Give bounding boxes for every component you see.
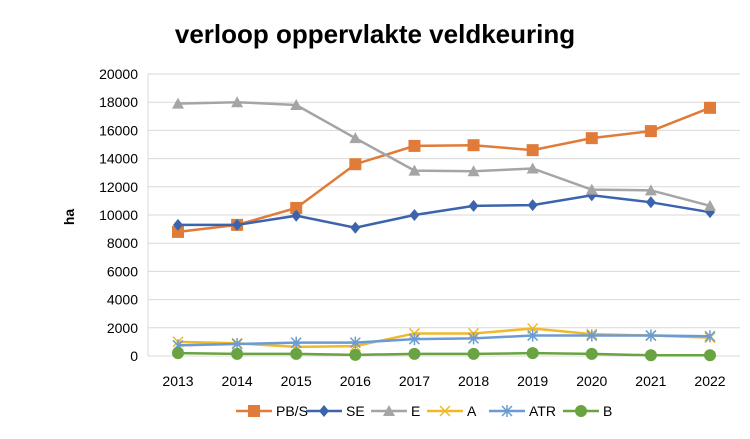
data-point-star: [468, 332, 480, 345]
data-point-square: [172, 225, 184, 238]
x-tick-label: 2019: [517, 373, 548, 389]
legend-item: B: [563, 403, 612, 419]
data-point-square: [248, 405, 260, 417]
x-tick-label: 2021: [635, 373, 666, 389]
legend-label: ATR: [529, 403, 556, 419]
data-point-square: [644, 125, 657, 138]
data-point-circle: [704, 349, 716, 362]
legend-item: PB/S: [236, 403, 308, 419]
data-point-circle: [349, 348, 362, 361]
series-line: [177, 106, 711, 234]
data-point-triangle: [290, 99, 303, 111]
data-point-square: [467, 139, 480, 152]
x-tick-label: 2022: [694, 373, 725, 389]
data-point-diamond: [291, 209, 302, 222]
x-tick-label: 2018: [458, 373, 489, 389]
data-point-star: [586, 329, 598, 342]
x-tick-label: 2017: [399, 373, 430, 389]
data-point-triangle: [172, 97, 184, 109]
y-axis-label: ha: [61, 209, 77, 226]
y-tick-label: 18000: [99, 94, 138, 110]
y-tick-label: 10000: [99, 207, 138, 223]
data-point-square: [290, 201, 303, 214]
data-point-star: [408, 333, 420, 346]
y-tick-label: 14000: [99, 151, 138, 167]
x-tick-label: 2015: [281, 373, 312, 389]
y-tick-label: 2000: [107, 320, 138, 336]
x-tick-label: 2016: [340, 373, 371, 389]
data-point-diamond: [527, 199, 538, 212]
data-point-circle: [172, 347, 184, 360]
y-tick-label: 8000: [107, 235, 138, 251]
data-point-triangle: [349, 132, 362, 144]
data-point-circle: [231, 347, 244, 360]
series-e: [172, 96, 716, 211]
data-point-square: [408, 139, 421, 152]
series-atr: [172, 329, 716, 352]
legend-item: SE: [306, 403, 365, 419]
series-se: [173, 189, 715, 234]
data-point-circle: [408, 347, 421, 360]
data-point-diamond: [468, 199, 479, 212]
legend-item: E: [371, 403, 420, 419]
series-b: [172, 347, 716, 362]
data-point-diamond: [645, 196, 656, 209]
data-point-square: [585, 132, 598, 145]
series-pbs: [172, 101, 716, 238]
data-point-square: [349, 158, 362, 171]
legend-item: A: [427, 403, 477, 419]
series-line: [177, 334, 711, 347]
data-point-triangle: [383, 405, 395, 416]
data-point-star: [349, 336, 361, 349]
x-tick-label: 2013: [162, 373, 193, 389]
y-tick-label: 6000: [107, 263, 138, 279]
data-point-circle: [290, 347, 303, 360]
legend-label: B: [603, 403, 612, 419]
data-point-triangle: [704, 199, 716, 211]
y-tick-label: 12000: [99, 179, 138, 195]
data-point-circle: [644, 349, 657, 362]
x-tick-label: 2020: [576, 373, 607, 389]
data-point-triangle: [644, 184, 657, 196]
data-point-triangle: [585, 183, 598, 195]
data-point-star: [645, 329, 657, 342]
data-point-star: [501, 405, 513, 417]
data-point-triangle: [467, 165, 480, 177]
legend-label: SE: [346, 403, 365, 419]
data-point-diamond: [173, 218, 183, 231]
data-point-star: [527, 329, 539, 342]
data-point-star: [290, 336, 302, 349]
data-point-diamond: [350, 221, 361, 234]
data-point-star: [704, 330, 716, 343]
legend-label: A: [467, 403, 477, 419]
data-point-diamond: [409, 209, 420, 221]
y-tick-label: 0: [130, 348, 138, 364]
data-point-circle: [467, 347, 480, 360]
data-point-circle: [526, 347, 539, 360]
series-line: [177, 100, 711, 208]
legend-label: E: [411, 403, 420, 419]
y-tick-label: 16000: [99, 122, 138, 138]
data-point-triangle: [408, 164, 421, 176]
chart-title: verloop oppervlakte veldkeuring: [175, 19, 575, 49]
y-tick-label: 20000: [99, 66, 138, 82]
data-point-triangle: [231, 96, 244, 108]
data-point-triangle: [526, 162, 539, 174]
legend-item: ATR: [489, 403, 556, 419]
data-point-circle: [575, 405, 587, 417]
series-line: [177, 351, 710, 357]
data-point-square: [704, 101, 716, 114]
data-point-x: [439, 405, 451, 417]
legend-label: PB/S: [276, 403, 308, 419]
data-point-circle: [585, 347, 598, 360]
data-point-diamond: [319, 405, 329, 417]
x-tick-label: 2014: [222, 373, 253, 389]
data-point-diamond: [232, 218, 243, 231]
series-line: [178, 193, 711, 229]
data-point-square: [526, 144, 539, 157]
y-tick-label: 4000: [107, 292, 138, 308]
